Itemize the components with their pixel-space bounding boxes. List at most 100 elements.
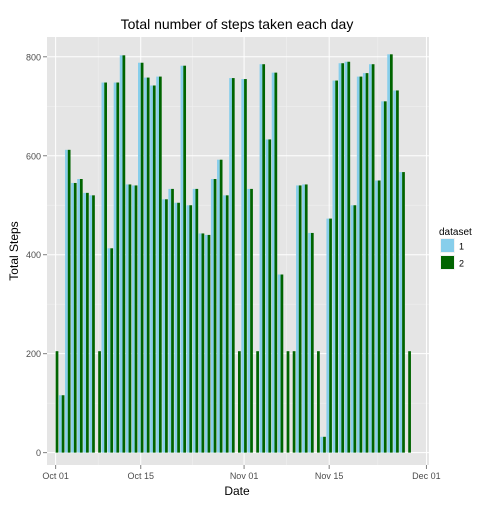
bar-series-2: [268, 139, 272, 453]
bar-series-2: [383, 101, 387, 453]
bar-series-2: [335, 80, 338, 453]
bar-series-2: [219, 159, 223, 453]
bar-series-1: [247, 188, 251, 453]
bar-series-2: [189, 205, 193, 453]
legend-label-series-2: 2: [459, 259, 464, 269]
legend-swatch-series-2: [441, 256, 454, 269]
x-tick-label: Nov 15: [315, 471, 344, 481]
bar-series-1: [217, 159, 220, 453]
x-axis-title: Date: [224, 484, 250, 498]
bar-series-2: [292, 351, 296, 453]
bar-series-1: [138, 62, 141, 453]
bar-series-1: [180, 65, 184, 453]
bar-series-2: [225, 195, 229, 453]
bar-series-1: [296, 185, 299, 453]
bar-series-1: [381, 101, 384, 453]
x-tick-label: Nov 01: [230, 471, 259, 481]
bar-series-1: [271, 72, 275, 453]
bar-series-2: [402, 172, 405, 453]
bar-series-2: [274, 72, 278, 453]
bar-series-1: [277, 274, 281, 453]
bar-series-2: [389, 54, 393, 453]
bar-series-1: [119, 55, 123, 453]
bar-series-2: [329, 218, 332, 453]
bar-series-2: [165, 199, 168, 453]
bar-series-1: [65, 149, 68, 453]
legend-title: dataset: [439, 227, 472, 238]
bar-series-2: [177, 202, 180, 453]
y-tick-label: 800: [26, 52, 41, 62]
y-axis-title: Total Steps: [7, 221, 21, 280]
bar-series-2: [323, 436, 326, 453]
bar-series-2: [116, 82, 120, 453]
bar-series-1: [107, 248, 111, 453]
bar-series-2: [244, 79, 247, 453]
bar-series-2: [158, 76, 162, 453]
bar-series-2: [396, 90, 399, 453]
bar-series-2: [195, 188, 199, 453]
bar-series-1: [332, 80, 336, 453]
bar-series-1: [125, 184, 129, 453]
bar-series-2: [128, 184, 132, 453]
bar-series-1: [204, 234, 208, 453]
y-tick-label: 200: [26, 349, 41, 359]
bar-series-2: [140, 62, 144, 453]
bar-series-1: [198, 233, 202, 453]
bar-series-2: [122, 55, 126, 453]
bar-series-2: [134, 185, 138, 453]
bar-series-2: [280, 274, 284, 453]
bar-series-2: [231, 78, 235, 453]
bar-series-1: [71, 182, 74, 453]
bar-series-2: [250, 188, 253, 453]
bar-series-1: [168, 188, 172, 453]
bar-series-2: [171, 188, 174, 453]
bar-series-1: [326, 218, 330, 453]
bar-series-2: [152, 85, 156, 453]
bar-series-1: [156, 76, 159, 453]
bar-series-1: [302, 184, 305, 453]
bar-series-2: [347, 61, 351, 453]
chart-title: Total number of steps taken each day: [121, 16, 354, 32]
bar-series-1: [320, 436, 324, 453]
bar-series-2: [371, 64, 375, 453]
bar-series-1: [229, 78, 232, 453]
legend: dataset 1 2: [439, 227, 472, 270]
bar-series-2: [146, 77, 150, 453]
bar-series-1: [113, 82, 117, 453]
bar-series-1: [393, 90, 397, 453]
bar-series-2: [73, 182, 77, 453]
bar-series-2: [286, 351, 290, 453]
bar-series-1: [369, 64, 372, 453]
bar-series-2: [79, 179, 83, 453]
bar-series-1: [259, 64, 263, 453]
bar-series-2: [98, 351, 101, 453]
bar-series-2: [104, 82, 107, 453]
legend-swatch-series-1: [441, 239, 454, 252]
bar-series-1: [186, 205, 190, 453]
bar-series-1: [101, 82, 105, 453]
bar-series-1: [387, 54, 390, 453]
bar-series-1: [89, 195, 93, 453]
bar-series-1: [241, 79, 245, 453]
bar-series-2: [317, 351, 320, 453]
bar-series-1: [83, 192, 87, 453]
bar-series-2: [310, 232, 314, 453]
bar-series-1: [174, 202, 178, 453]
bar-series-2: [256, 351, 259, 453]
bar-series-2: [298, 185, 302, 453]
bar-series-1: [356, 76, 360, 453]
bar-series-2: [201, 233, 205, 453]
bar-series-1: [77, 179, 80, 453]
bar-series-1: [350, 205, 354, 453]
bar-series-2: [304, 184, 308, 453]
bar-series-1: [399, 172, 403, 453]
bar-series-1: [338, 63, 342, 453]
bar-series-2: [341, 63, 345, 453]
bar-series-2: [353, 205, 357, 453]
bar-series-1: [375, 180, 378, 453]
bar-series-2: [377, 180, 381, 453]
bar-series-1: [131, 185, 135, 453]
y-tick-label: 400: [26, 250, 41, 260]
